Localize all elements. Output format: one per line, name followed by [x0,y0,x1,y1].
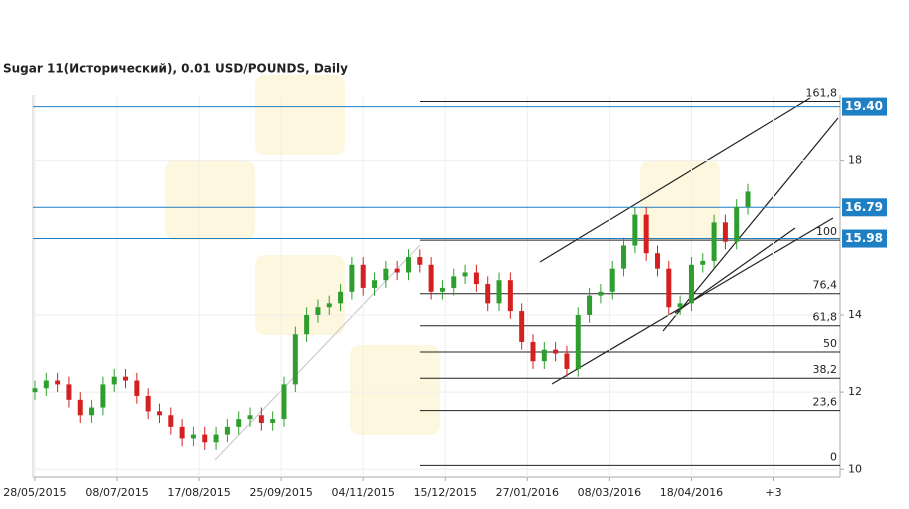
x-tick-label: 08/03/2016 [578,486,641,499]
candle-body [281,384,287,420]
candle-body [462,272,468,277]
candle-body [100,384,106,408]
candle-body [349,264,355,292]
x-tick-label: 27/01/2016 [496,486,559,499]
candle-body [168,415,174,427]
x-tick-label: 25/09/2015 [249,486,312,499]
price-tag-label: 15.98 [845,231,883,245]
candle-body [575,314,581,369]
candle-body [156,411,162,416]
candle-body [202,434,208,443]
candle-body [507,280,513,312]
x-tick-label: 28/05/2015 [3,486,66,499]
candle-body [55,380,61,385]
candle-body [530,341,536,362]
fib-label: 161,8 [806,87,838,100]
y-tick-label: 18 [848,154,862,167]
fib-label: 38,2 [813,363,838,376]
candle-body [236,419,242,427]
candle-body [304,314,310,335]
candle-body [654,253,660,269]
candle-body [519,311,525,342]
candle-body [77,399,83,416]
y-tick-label: 14 [848,308,862,321]
candle-body [179,426,185,439]
candle-body [66,384,72,400]
x-tick-label: 18/04/2016 [660,486,723,499]
price-tag [842,198,887,217]
candle-body [598,291,604,296]
candle-body [123,376,129,381]
price-tag [842,229,887,248]
candle-body [111,376,117,385]
candle-body [213,434,219,443]
candle-body [688,264,694,304]
candle-body [711,222,717,261]
candle-body [643,214,649,254]
candle-body [32,388,38,393]
candle-body [360,264,366,288]
candle-body [338,291,344,304]
candle-body [700,260,706,265]
candle-body [394,268,400,273]
price-tag [842,97,887,116]
candle-body [609,268,615,292]
candle-body [496,280,502,304]
candle-body [439,287,445,292]
candle-body [89,407,95,416]
candle-body [326,303,332,308]
fib-label: 50 [823,337,837,350]
candle-body [270,419,276,423]
candle-body [134,380,140,396]
fib-label: 23,6 [813,396,838,409]
candle-body [587,295,593,315]
fib-label: 61,8 [813,311,838,324]
x-tick-label: +3 [765,486,781,499]
candle-body [666,268,672,308]
candle-body [224,426,230,435]
x-tick-label: 08/07/2015 [85,486,148,499]
fib-label: 100 [816,225,837,238]
y-tick-label: 12 [848,385,862,398]
candle-body [677,303,683,308]
candle-body [292,334,298,385]
chart-title: Sugar 11(Исторический), 0.01 USD/POUNDS,… [3,62,348,76]
candle-body [405,257,411,273]
candle-body [247,415,253,420]
candle-body [43,380,49,389]
candle-body [372,280,378,288]
candle-body [541,349,547,362]
x-tick-label: 15/12/2015 [414,486,477,499]
candle-body [190,434,196,439]
candle-body [553,349,559,354]
candle-body [632,214,638,246]
candle-body [485,284,491,304]
x-tick-label: 04/11/2015 [332,486,395,499]
candle-body [258,415,264,423]
candle-body [722,222,728,242]
candle-body [451,276,457,288]
candle-body [621,245,627,269]
candle-body [734,206,740,242]
trend-line [674,227,796,314]
candle-body [315,307,321,315]
candle-body [383,268,389,281]
candle-body [417,257,423,265]
y-tick-label: 10 [848,462,862,475]
candle-body [473,272,479,285]
candle-body [745,191,751,207]
price-tag-label: 19.40 [845,99,883,113]
trend-line [539,97,811,263]
candle-body [564,353,570,369]
price-tag-label: 16.79 [845,200,883,214]
x-tick-label: 17/08/2015 [167,486,230,499]
candle-body [145,395,151,412]
candle-body [428,264,434,292]
fib-label: 0 [830,450,837,463]
fib-label: 76,4 [813,279,838,292]
